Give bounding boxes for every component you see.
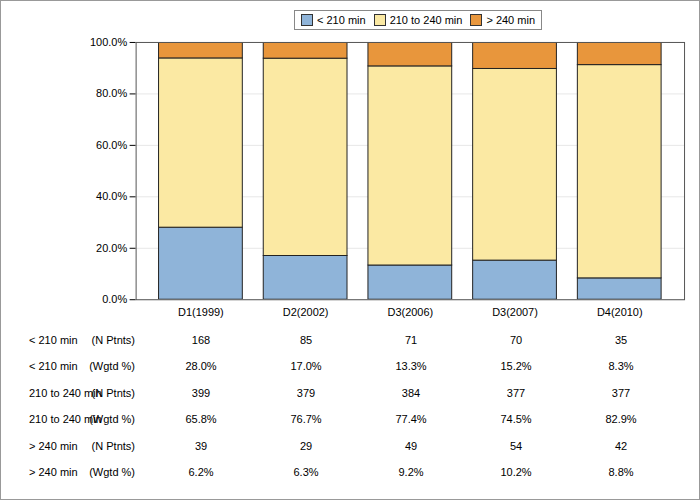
html-text:377: 377 xyxy=(611,386,631,399)
svg-text:100.0%: 100.0% xyxy=(90,36,127,48)
html-text:29: 29 xyxy=(299,439,313,452)
html-text:70: 70 xyxy=(509,334,523,346)
svg-text:D1(1999): D1(1999) xyxy=(178,305,224,317)
svg-text:D2(2002): D2(2002) xyxy=(283,305,329,317)
html-text:210 to 240 min: 210 to 240 min xyxy=(389,14,463,26)
html-text:15.2%: 15.2% xyxy=(500,360,532,373)
svg-text:20.0%: 20.0% xyxy=(96,242,127,254)
svg-text:D4(2010): D4(2010) xyxy=(597,305,643,317)
html-text:6.2%: 6.2% xyxy=(188,466,214,478)
html-text:76.7%: 76.7% xyxy=(290,413,322,426)
html-text:74.5%: 74.5% xyxy=(500,413,532,426)
html-text:39: 39 xyxy=(194,439,208,452)
svg-text:D3(2007): D3(2007) xyxy=(492,305,538,317)
html-text:49: 49 xyxy=(404,439,418,452)
html-text:9.2%: 9.2% xyxy=(398,466,424,478)
svg-text:60.0%: 60.0% xyxy=(96,139,127,151)
html-text:54: 54 xyxy=(509,439,523,452)
html-text:210 to 240 min: 210 to 240 min xyxy=(29,413,102,426)
html-text:> 240 min: > 240 min xyxy=(29,466,78,478)
html-text:< 210 min: < 210 min xyxy=(29,334,78,346)
html-text:8.3%: 8.3% xyxy=(608,360,634,373)
html-text:399: 399 xyxy=(191,386,211,399)
html-text:> 240 min: > 240 min xyxy=(29,439,78,452)
html-text:(N Ptnts): (N Ptnts) xyxy=(91,386,135,399)
html-text:168: 168 xyxy=(191,334,211,346)
svg-text:D3(2006): D3(2006) xyxy=(387,305,433,317)
html-text:77.4%: 77.4% xyxy=(395,413,427,426)
html-text:8.8%: 8.8% xyxy=(608,466,634,478)
html-text:17.0%: 17.0% xyxy=(290,360,322,373)
html-text:(Wgtd %): (Wgtd %) xyxy=(89,466,135,478)
html-text:< 210 min: < 210 min xyxy=(317,14,366,26)
html-text:384: 384 xyxy=(401,386,421,399)
html-text:82.9%: 82.9% xyxy=(605,413,637,426)
html-text:6.3%: 6.3% xyxy=(293,466,319,478)
svg-text:0.0%: 0.0% xyxy=(102,293,127,305)
html-text:13.3%: 13.3% xyxy=(395,360,427,373)
svg-text:40.0%: 40.0% xyxy=(96,190,127,202)
html-text:10.2%: 10.2% xyxy=(500,466,532,478)
html-text:377: 377 xyxy=(506,386,526,399)
html-text:(Wgtd %): (Wgtd %) xyxy=(89,413,135,426)
html-text:(N Ptnts): (N Ptnts) xyxy=(91,334,135,346)
html-text:85: 85 xyxy=(299,334,313,346)
html-text:35: 35 xyxy=(614,334,628,346)
html-text:< 210 min: < 210 min xyxy=(29,360,78,373)
html-text:210 to 240 min: 210 to 240 min xyxy=(29,386,102,399)
html-text:42: 42 xyxy=(614,439,628,452)
svg-text:80.0%: 80.0% xyxy=(96,87,127,99)
html-text:(N Ptnts): (N Ptnts) xyxy=(91,439,135,452)
html-text:> 240 min: > 240 min xyxy=(486,14,535,26)
html-text:28.0%: 28.0% xyxy=(185,360,217,373)
html-text:71: 71 xyxy=(404,334,418,346)
html-text:65.8%: 65.8% xyxy=(185,413,217,426)
html-text:(Wgtd %): (Wgtd %) xyxy=(89,360,135,373)
html-text:379: 379 xyxy=(296,386,316,399)
